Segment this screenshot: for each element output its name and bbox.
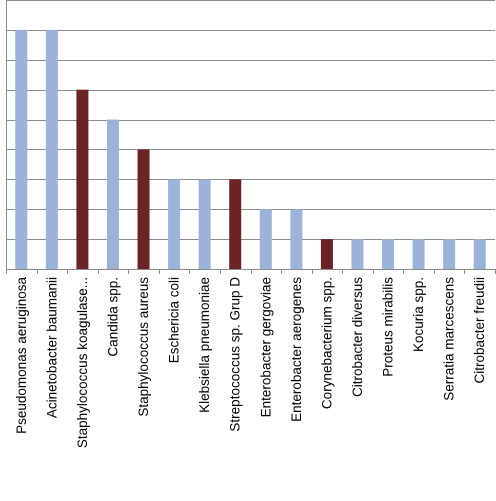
x-tick-label: Klebsiella pneumoniae [197,277,212,413]
x-tick-label: Enterobacter gergoviae [258,277,273,417]
bar [320,239,333,269]
x-tick-label: Proteus mirabilis [381,277,396,377]
bar [473,239,486,269]
x-tick-label: Citrobacter diversus [350,277,365,397]
bar [412,239,425,269]
x-tick-label: Kocuria spp. [411,277,426,352]
x-tick-label: Acinetobacter baumanii [44,277,59,418]
bar [45,29,58,270]
x-tick-labels: Pseudomonas aeruginosa Acinetobacter baum… [14,277,487,449]
x-tick-label: Corynebacterium spp. [319,277,334,409]
x-tick-label: Streptococcus sp. Grup D [228,277,243,432]
x-tick-label: Staphylococcus koagulase... [75,277,90,448]
x-tick-label: Enterobacter aerogenes [289,277,304,422]
bar [137,149,150,269]
x-tick-label: Candida spp. [105,277,120,357]
bar [168,179,181,269]
x-tick-label: Serratia marcescens [442,277,457,401]
bar [443,239,456,269]
x-tick-label: Pseudomonas aeruginosa [14,277,29,434]
x-tick-label: Eschericia coli [167,277,182,363]
bars [15,29,486,270]
x-tick-label: Citrobacter freudii [472,277,487,384]
bar [382,239,395,269]
bar [259,209,272,269]
bar [351,239,364,269]
bar [290,209,303,269]
x-tick-label: Staphylococcus aureus [136,277,151,417]
bar [106,119,119,269]
bar [229,179,242,269]
axes [6,0,496,274]
bar [198,179,211,269]
bar [15,29,28,270]
bar [76,89,89,270]
